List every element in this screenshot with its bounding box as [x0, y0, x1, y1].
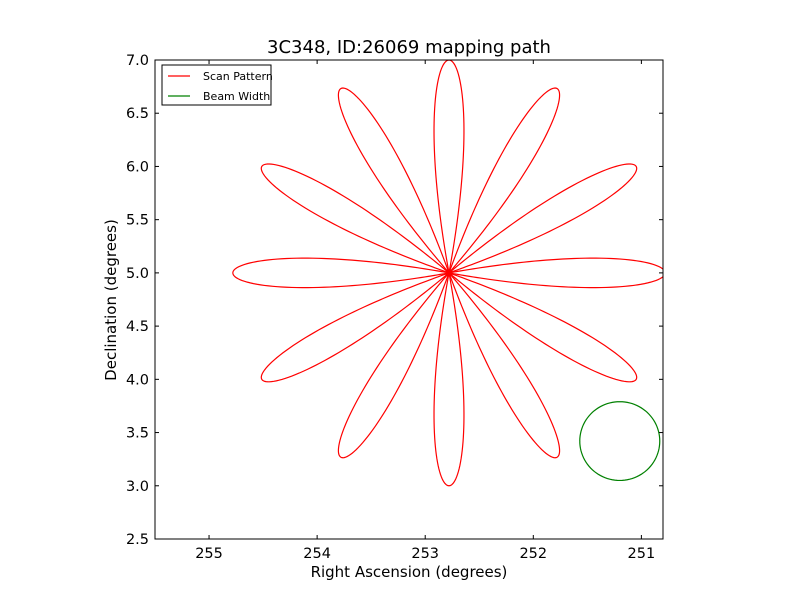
y-tick-label: 4.0	[126, 372, 149, 388]
y-tick-label: 6.5	[126, 106, 149, 122]
scan-pattern-petal	[232, 257, 450, 289]
ticks-layer: 255 254 253 252 251 2.5 3.0 3.5 4.0 4.5 5.0 5.5 6.0 6…	[126, 53, 663, 562]
scan-pattern-petal	[433, 272, 465, 487]
beam-width-circle	[579, 401, 661, 482]
scan-pattern-petal	[337, 272, 450, 459]
y-tick-label: 5.5	[126, 213, 149, 229]
y-tick-label: 6.0	[126, 159, 149, 175]
legend-box	[161, 64, 272, 106]
scan-pattern-petal	[337, 87, 450, 274]
y-tick-label: 5.0	[126, 266, 149, 282]
y-tick-label: 3.0	[126, 479, 149, 495]
x-tick-label: 253	[411, 546, 439, 562]
x-axis-label: Right Ascension (degrees)	[311, 563, 508, 581]
y-axis-label: Declination (degrees)	[102, 219, 120, 381]
legend: Scan Pattern Beam Width	[161, 64, 273, 106]
legend-label-scan-pattern: Scan Pattern	[203, 70, 273, 83]
scan-pattern-petal	[448, 163, 638, 274]
y-tick-label: 3.5	[126, 426, 149, 442]
chart-title: 3C348, ID:26069 mapping path	[267, 37, 551, 58]
scan-pattern-petal	[260, 163, 450, 274]
scan-pattern-petal	[448, 272, 638, 383]
scan-pattern-petal	[448, 87, 561, 274]
scan-pattern-petal	[260, 272, 450, 383]
plot-frame	[154, 59, 664, 540]
y-tick-label: 4.5	[126, 319, 149, 335]
y-tick-label: 7.0	[126, 53, 149, 69]
x-tick-label: 254	[303, 546, 331, 562]
x-tick-label: 252	[519, 546, 547, 562]
legend-label-beam-width: Beam Width	[203, 90, 270, 103]
series-layer	[232, 60, 663, 487]
x-tick-label: 251	[628, 546, 656, 562]
y-tick-label: 2.5	[126, 532, 149, 548]
scan-pattern-petal	[448, 272, 561, 459]
x-tick-label: 255	[195, 546, 223, 562]
scan-pattern-petal	[448, 257, 663, 289]
scan-pattern-petal	[433, 60, 465, 274]
